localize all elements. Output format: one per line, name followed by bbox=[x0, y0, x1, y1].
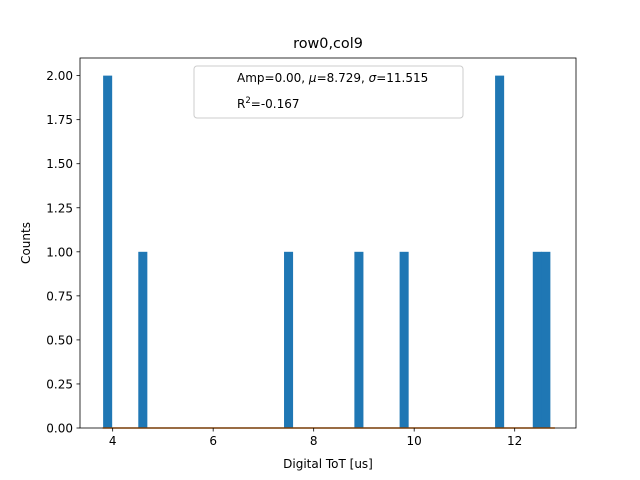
histogram-bar bbox=[354, 251, 364, 428]
legend-r-value: =-0.167 bbox=[251, 97, 300, 111]
legend-amp-text: Amp=0.00, bbox=[237, 71, 309, 85]
legend-sigma-symbol: σ bbox=[369, 71, 377, 85]
y-tick-label: 1.00 bbox=[46, 245, 73, 259]
legend-sigma-value: =11.515 bbox=[376, 71, 428, 85]
y-ticks: 0.00 0.25 0.50 0.75 1.00 1.25 1.50 1.75 2.00 bbox=[46, 69, 80, 436]
legend-mu-value: =8.729, bbox=[317, 71, 369, 85]
x-axis-label: Digital ToT [us] bbox=[283, 457, 373, 471]
histogram-bar bbox=[103, 75, 113, 429]
x-tick-label: 6 bbox=[209, 434, 217, 448]
legend-box bbox=[193, 65, 464, 119]
x-ticks: 4 6 8 10 12 bbox=[109, 428, 522, 448]
x-tick-label: 8 bbox=[310, 434, 318, 448]
y-tick-label: 1.25 bbox=[46, 201, 73, 215]
legend-r-base: R bbox=[237, 97, 245, 111]
histogram-bar bbox=[532, 251, 542, 428]
plot-frame bbox=[79, 57, 577, 429]
y-tick-label: 1.75 bbox=[46, 113, 73, 127]
y-tick-label: 0.50 bbox=[46, 333, 73, 347]
y-axis-label: Counts bbox=[19, 222, 33, 264]
histogram-bar bbox=[138, 251, 148, 428]
bars-layer bbox=[103, 75, 551, 429]
y-tick-label: 1.50 bbox=[46, 157, 73, 171]
y-tick-label: 2.00 bbox=[46, 69, 73, 83]
legend-mu-symbol: μ bbox=[308, 71, 317, 85]
y-tick-label: 0.00 bbox=[46, 422, 73, 436]
histogram-bar bbox=[399, 251, 409, 428]
y-tick-label: 0.25 bbox=[46, 377, 73, 391]
legend-entry-fit-params: Amp=0.00, μ=8.729, σ=11.515 bbox=[237, 71, 428, 85]
histogram-bar bbox=[284, 251, 294, 428]
y-tick-label: 0.75 bbox=[46, 289, 73, 303]
chart-title: row0,col9 bbox=[293, 36, 363, 52]
x-tick-label: 12 bbox=[507, 434, 522, 448]
legend: Amp=0.00, μ=8.729, σ=11.515 R2=-0.167 bbox=[193, 65, 464, 119]
histogram-bar bbox=[541, 251, 551, 428]
x-tick-label: 10 bbox=[407, 434, 422, 448]
histogram-bar bbox=[495, 75, 505, 429]
x-tick-label: 4 bbox=[109, 434, 117, 448]
legend-entry-r-squared: R2=-0.167 bbox=[237, 96, 300, 111]
legend-r-superscript: 2 bbox=[245, 96, 250, 106]
